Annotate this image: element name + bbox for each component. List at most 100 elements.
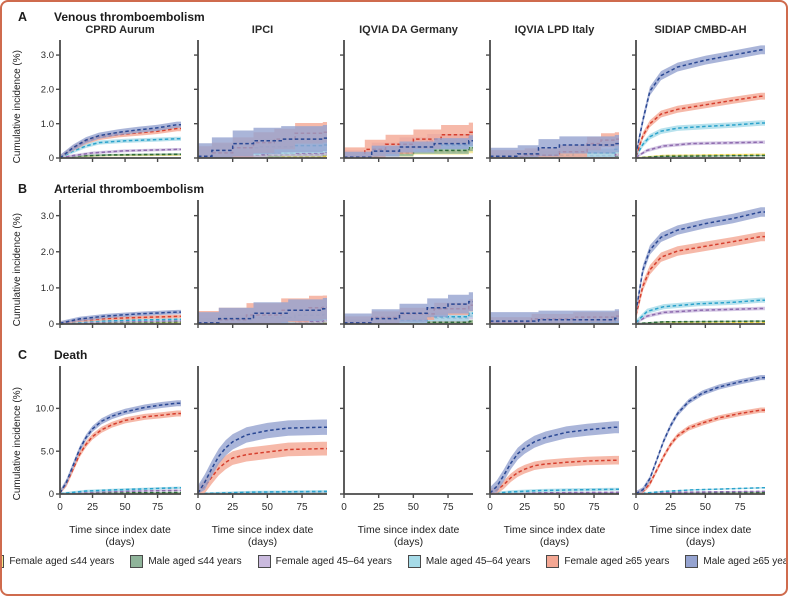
section-label: B (18, 182, 28, 196)
line-m65 (635, 49, 765, 155)
panel-C-1: 0 5.0 10.0 0 25 50 75 (36, 366, 181, 513)
x-tick-label: 75 (152, 502, 164, 513)
legend-item-f44: Female aged ≤44 years (2, 555, 115, 569)
row-C-header: C Death (18, 348, 780, 362)
legend-item-f65: Female aged ≥65 years (546, 555, 670, 569)
row-A-header: A Venous thromboembolism (18, 10, 780, 24)
x-tick-label: 25 (87, 502, 99, 513)
y-axis-label: Cumulative incidence (%) (8, 196, 26, 344)
y-axis-label: Cumulative incidence (%) (8, 362, 26, 526)
x-tick-label: 75 (588, 502, 600, 513)
band-f65 (60, 125, 181, 158)
line-m4564 (635, 487, 765, 495)
panel-B-3 (340, 200, 473, 328)
x-axis-title-line2: (days) (393, 536, 424, 549)
column-title-2: IPCI (251, 24, 274, 36)
band-m65 (636, 207, 765, 317)
x-tick-label: 25 (519, 502, 531, 513)
y-axis-label-text: Cumulative incidence (%) (11, 213, 23, 327)
line-f65 (59, 412, 181, 494)
line-m65 (198, 308, 327, 324)
x-axis-title-line2: (days) (105, 536, 135, 549)
y-tick-label: 5.0 (41, 446, 54, 457)
x-axis-caption-2: Time since index date (days) (186, 524, 332, 548)
panel-C-2: 0 25 50 75 (194, 366, 327, 513)
y-tick-label: 1.0 (41, 283, 54, 294)
band-m65 (636, 375, 765, 494)
line-f65 (489, 459, 619, 495)
row-A: A Venous thromboembolism CPRD Aurum IPCI IQV… (8, 10, 780, 178)
band-f65 (198, 441, 327, 494)
panel-C-3: 0 25 50 75 (340, 366, 473, 513)
line-m65 (344, 140, 473, 159)
legend-label: Male aged 45–64 years (425, 556, 531, 568)
legend-swatch-icon (546, 555, 560, 569)
panel-B-2 (194, 200, 327, 328)
legend-swatch-icon (2, 555, 5, 569)
panel-A-4 (486, 40, 619, 162)
x-tick-label: 75 (442, 502, 454, 513)
band-m4564 (636, 120, 765, 158)
line-m65 (490, 142, 619, 158)
y-axis-label: Cumulative incidence (%) (8, 36, 26, 178)
legend-swatch-icon (407, 555, 421, 569)
x-axis-title-line2: (days) (539, 536, 570, 549)
y-tick-label: 1.0 (41, 119, 54, 130)
panel-A-1: 0 1.0 2.0 3.0 (41, 40, 181, 164)
y-tick-label: 2.0 (41, 247, 54, 258)
column-title-3: IQVIA DA Germany (359, 24, 458, 36)
band-m65 (490, 135, 619, 158)
y-tick-label: 3.0 (41, 211, 54, 222)
panel-A-5 (632, 40, 765, 162)
x-axis-title-line2: (days) (685, 536, 716, 549)
line-m65 (197, 426, 327, 494)
x-tick-label: 50 (119, 502, 131, 513)
panel-B-4 (486, 200, 619, 328)
panel-B-5 (632, 200, 765, 328)
column-title-1: CPRD Aurum (85, 24, 155, 36)
y-tick-label: 3.0 (41, 50, 54, 61)
figure-rows: A Venous thromboembolism CPRD Aurum IPCI IQV… (8, 10, 780, 548)
row-C-charts: Cumulative incidence (%) 0 5.0 10.0 0 25 50 75 0… (8, 362, 780, 526)
x-axis-captions: Time since index date (days) Time since in… (26, 524, 780, 548)
x-tick-label: 0 (487, 502, 493, 513)
column-title-5: SIDIAP CMBD-AH (654, 24, 747, 36)
legend-item-m4564: Male aged 45–64 years (407, 555, 531, 569)
x-tick-label: 75 (296, 502, 308, 513)
line-m65 (198, 137, 327, 158)
legend-label: Female aged ≥65 years (564, 556, 670, 568)
panel-A-2 (194, 40, 327, 162)
section-title: Venous thromboembolism (54, 10, 205, 24)
row-C: C Death Cumulative incidence (%) 0 5.0 10.0 0 2… (8, 348, 780, 548)
panel-C-5: 0 25 50 75 (632, 366, 765, 513)
legend-swatch-icon (257, 555, 271, 569)
line-m44 (344, 320, 473, 325)
line-m4564 (635, 122, 765, 157)
y-tick-label: 10.0 (36, 404, 55, 415)
panel-C-4: 0 25 50 75 (486, 366, 619, 513)
y-axis-label-text: Cumulative incidence (%) (11, 387, 23, 501)
section-label: C (18, 348, 28, 362)
line-m65 (635, 211, 765, 312)
x-tick-label: 25 (665, 502, 677, 513)
x-tick-label: 50 (554, 502, 566, 513)
line-m65 (59, 311, 181, 325)
x-axis-caption-1: Time since index date (days) (26, 524, 186, 548)
section-title: Arterial thromboembolism (54, 182, 205, 196)
band-m65 (344, 292, 473, 324)
legend-label: Female aged ≤44 years (9, 556, 115, 568)
band-m65 (198, 298, 327, 324)
x-axis-caption-3: Time since index date (days) (332, 524, 478, 548)
legend-item-f4564: Female aged 45–64 years (257, 555, 392, 569)
line-f4564 (635, 307, 765, 324)
band-m4564 (636, 297, 765, 324)
x-axis-title-line1: Time since index date (503, 524, 606, 536)
x-axis-title-line1: Time since index date (69, 524, 171, 536)
section-label: A (18, 10, 28, 24)
legend-label: Male aged ≤44 years (148, 556, 242, 568)
line-f4564 (635, 490, 765, 495)
line-m65 (635, 376, 765, 495)
x-tick-label: 50 (408, 502, 420, 513)
band-m65 (636, 45, 765, 158)
